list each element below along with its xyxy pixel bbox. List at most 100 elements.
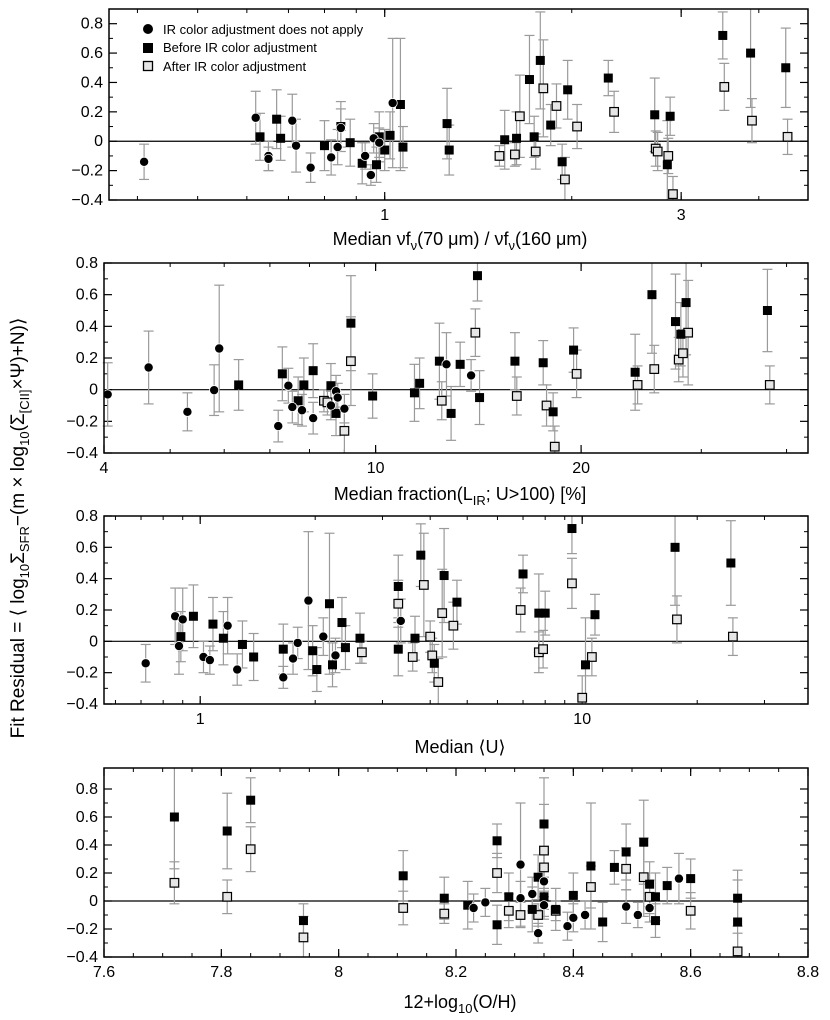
- data-point-square-filled: [385, 130, 395, 140]
- data-point-square-filled: [299, 380, 309, 390]
- data-point-square-filled: [781, 63, 791, 73]
- data-point-circle: [303, 595, 314, 606]
- y-tick-label: 0.8: [81, 16, 103, 33]
- data-point-square-open: [398, 903, 409, 913]
- data-point-square-filled: [665, 111, 675, 121]
- data-point-circle: [632, 910, 643, 921]
- data-point-square-open: [245, 844, 256, 855]
- data-point-square-filled: [331, 408, 341, 418]
- data-point-square-open: [668, 189, 678, 200]
- data-point-square-filled: [410, 633, 420, 643]
- data-point-square-filled: [504, 892, 514, 902]
- panel-metallicity: −0.4 −0.2 0 0.2 0.4 0.6 0.8 7.6 7.8 8 8.2 8.4 8.6 8.8: [66, 767, 819, 981]
- svg-text:Fit Residual = ⟨ log10ΣSFR−(m: Fit Residual = ⟨ log10ΣSFR−(m × log10(Σ[…: [8, 318, 32, 739]
- data-point-circle: [480, 897, 491, 908]
- data-point-square-filled: [567, 524, 577, 534]
- data-point-square-filled: [546, 120, 556, 130]
- data-point-square-filled: [733, 917, 743, 927]
- data-point-square-filled: [535, 55, 545, 65]
- data-point-circle: [143, 362, 154, 373]
- data-point-square-filled: [415, 378, 425, 388]
- data-point-circle: [330, 650, 341, 661]
- y-tick-label: 0.4: [76, 837, 98, 854]
- data-point-square-open: [567, 578, 577, 589]
- data-point-circle: [387, 98, 398, 109]
- legend-marker-square-open: [142, 60, 154, 72]
- x-axis-label-3: Median ⟨U⟩: [414, 737, 505, 757]
- data-point-circle: [332, 142, 343, 153]
- y-tick-label: 0: [94, 133, 103, 150]
- data-point-square-filled: [416, 550, 426, 560]
- data-point-square-filled: [475, 393, 485, 403]
- data-point-square-open: [732, 946, 743, 957]
- data-point-square-filled: [630, 367, 640, 377]
- data-point-square-open: [663, 151, 674, 161]
- data-point-square-open: [541, 400, 552, 411]
- data-point-square-filled: [563, 85, 573, 95]
- data-point-square-filled: [527, 904, 537, 914]
- data-point-square-filled: [312, 665, 322, 675]
- data-point-square-open: [407, 652, 418, 662]
- data-point-square-filled: [208, 619, 218, 629]
- data-point-square-filled: [434, 356, 444, 366]
- x-tick-label: 7.6: [93, 964, 115, 981]
- data-point-square-open: [530, 146, 541, 157]
- y-tick-label: 0.6: [76, 539, 98, 556]
- data-point-circle: [326, 152, 337, 163]
- data-point-square-filled: [533, 872, 543, 882]
- data-point-square-filled: [500, 135, 510, 145]
- legend-label-after: After IR color adjustment: [163, 59, 306, 74]
- data-point-square-filled: [598, 917, 608, 927]
- data-point-square-filled: [650, 916, 660, 926]
- data-point-square-filled: [355, 633, 365, 643]
- data-point-square-filled: [442, 119, 452, 129]
- y-tick-label: 0.4: [81, 74, 103, 91]
- data-point-circle: [288, 653, 299, 664]
- data-point-circle: [466, 370, 477, 381]
- data-point-square-open: [719, 81, 730, 92]
- data-point-circle: [273, 421, 284, 432]
- x-tick-label: 8: [334, 964, 343, 981]
- data-point-square-open: [515, 910, 526, 920]
- plot-frame: [108, 8, 809, 201]
- panel-fraction-lir: −0.4 −0.2 0 0.2 0.4 0.6 0.8 4 10 20: [66, 255, 809, 477]
- legend: IR color adjustment does not apply Befor…: [142, 22, 364, 74]
- plot-frame: [103, 767, 809, 958]
- data-point-square-filled: [374, 132, 384, 142]
- data-point-square-filled: [650, 110, 660, 120]
- data-point-circle: [296, 405, 307, 416]
- data-point-square-filled: [650, 892, 660, 902]
- data-point-circle: [287, 402, 298, 413]
- data-point-square-open: [782, 131, 793, 142]
- data-point-square-open: [494, 151, 505, 161]
- data-point-circle: [263, 153, 274, 164]
- data-point-square-filled: [328, 660, 338, 670]
- data-point-square-filled: [337, 618, 347, 628]
- y-tick-label: −0.4: [71, 192, 103, 209]
- data-point-circle: [468, 903, 479, 914]
- data-point-circle: [539, 876, 550, 887]
- data-point-square-filled: [670, 542, 680, 552]
- data-point-square-open: [492, 868, 502, 878]
- y-tick-label: −0.2: [66, 665, 98, 682]
- data-point-square-filled: [222, 826, 232, 836]
- data-point-circle: [308, 413, 319, 424]
- data-point-square-open: [393, 598, 404, 609]
- data-point-circle: [139, 156, 150, 167]
- data-point-square-filled: [398, 142, 408, 152]
- data-point-square-filled: [603, 73, 613, 83]
- data-point-square-open: [638, 872, 649, 883]
- data-point-square-filled: [539, 892, 549, 902]
- data-point-square-open: [586, 652, 597, 662]
- data-point-square-open: [514, 111, 525, 122]
- data-point-circle: [621, 901, 632, 912]
- data-point-square-filled: [621, 847, 631, 857]
- data-point-square-filled: [444, 145, 454, 155]
- data-point-circle: [533, 928, 544, 939]
- data-point-square-filled: [540, 608, 550, 618]
- data-point-square-filled: [393, 582, 403, 591]
- data-point-circle: [177, 614, 188, 625]
- data-point-square-filled: [308, 646, 318, 656]
- data-point-square-filled: [298, 916, 308, 926]
- legend-marker-circle-filled: [143, 24, 153, 34]
